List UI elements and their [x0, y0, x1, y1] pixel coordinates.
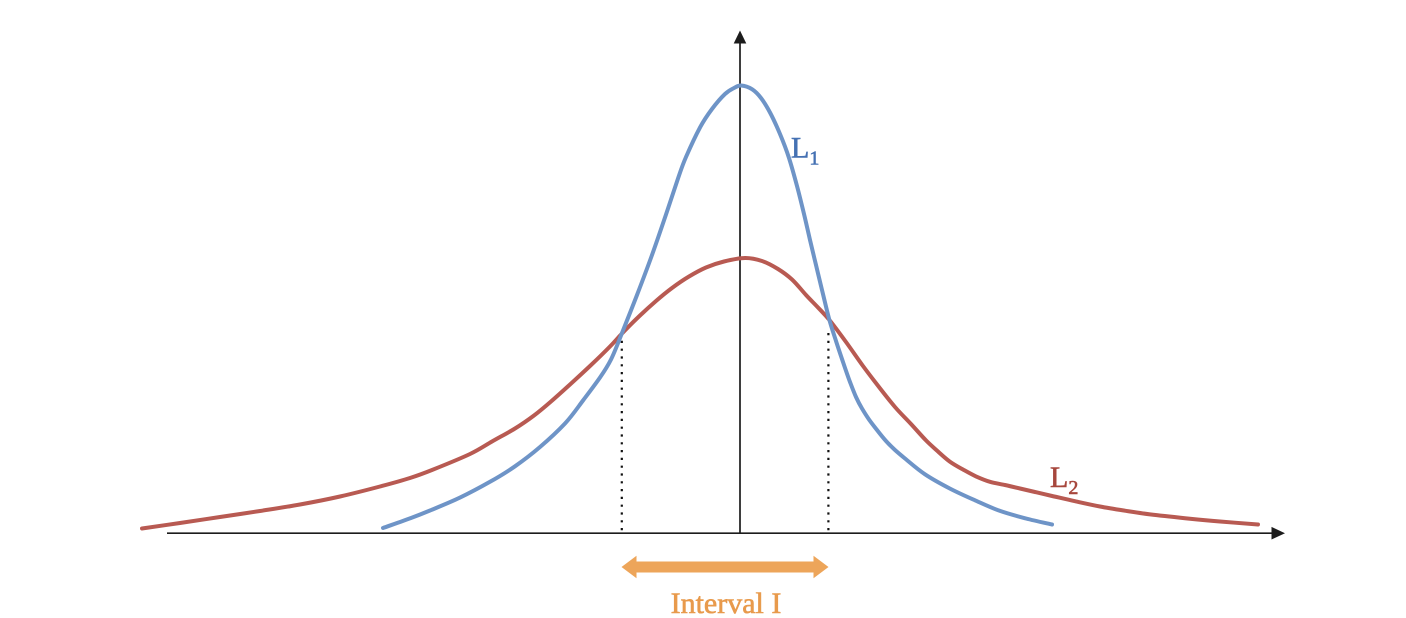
svg-text:Interval I: Interval I — [671, 587, 782, 618]
svg-text:L1: L1 — [791, 132, 819, 170]
svg-text:L2: L2 — [1050, 461, 1078, 499]
